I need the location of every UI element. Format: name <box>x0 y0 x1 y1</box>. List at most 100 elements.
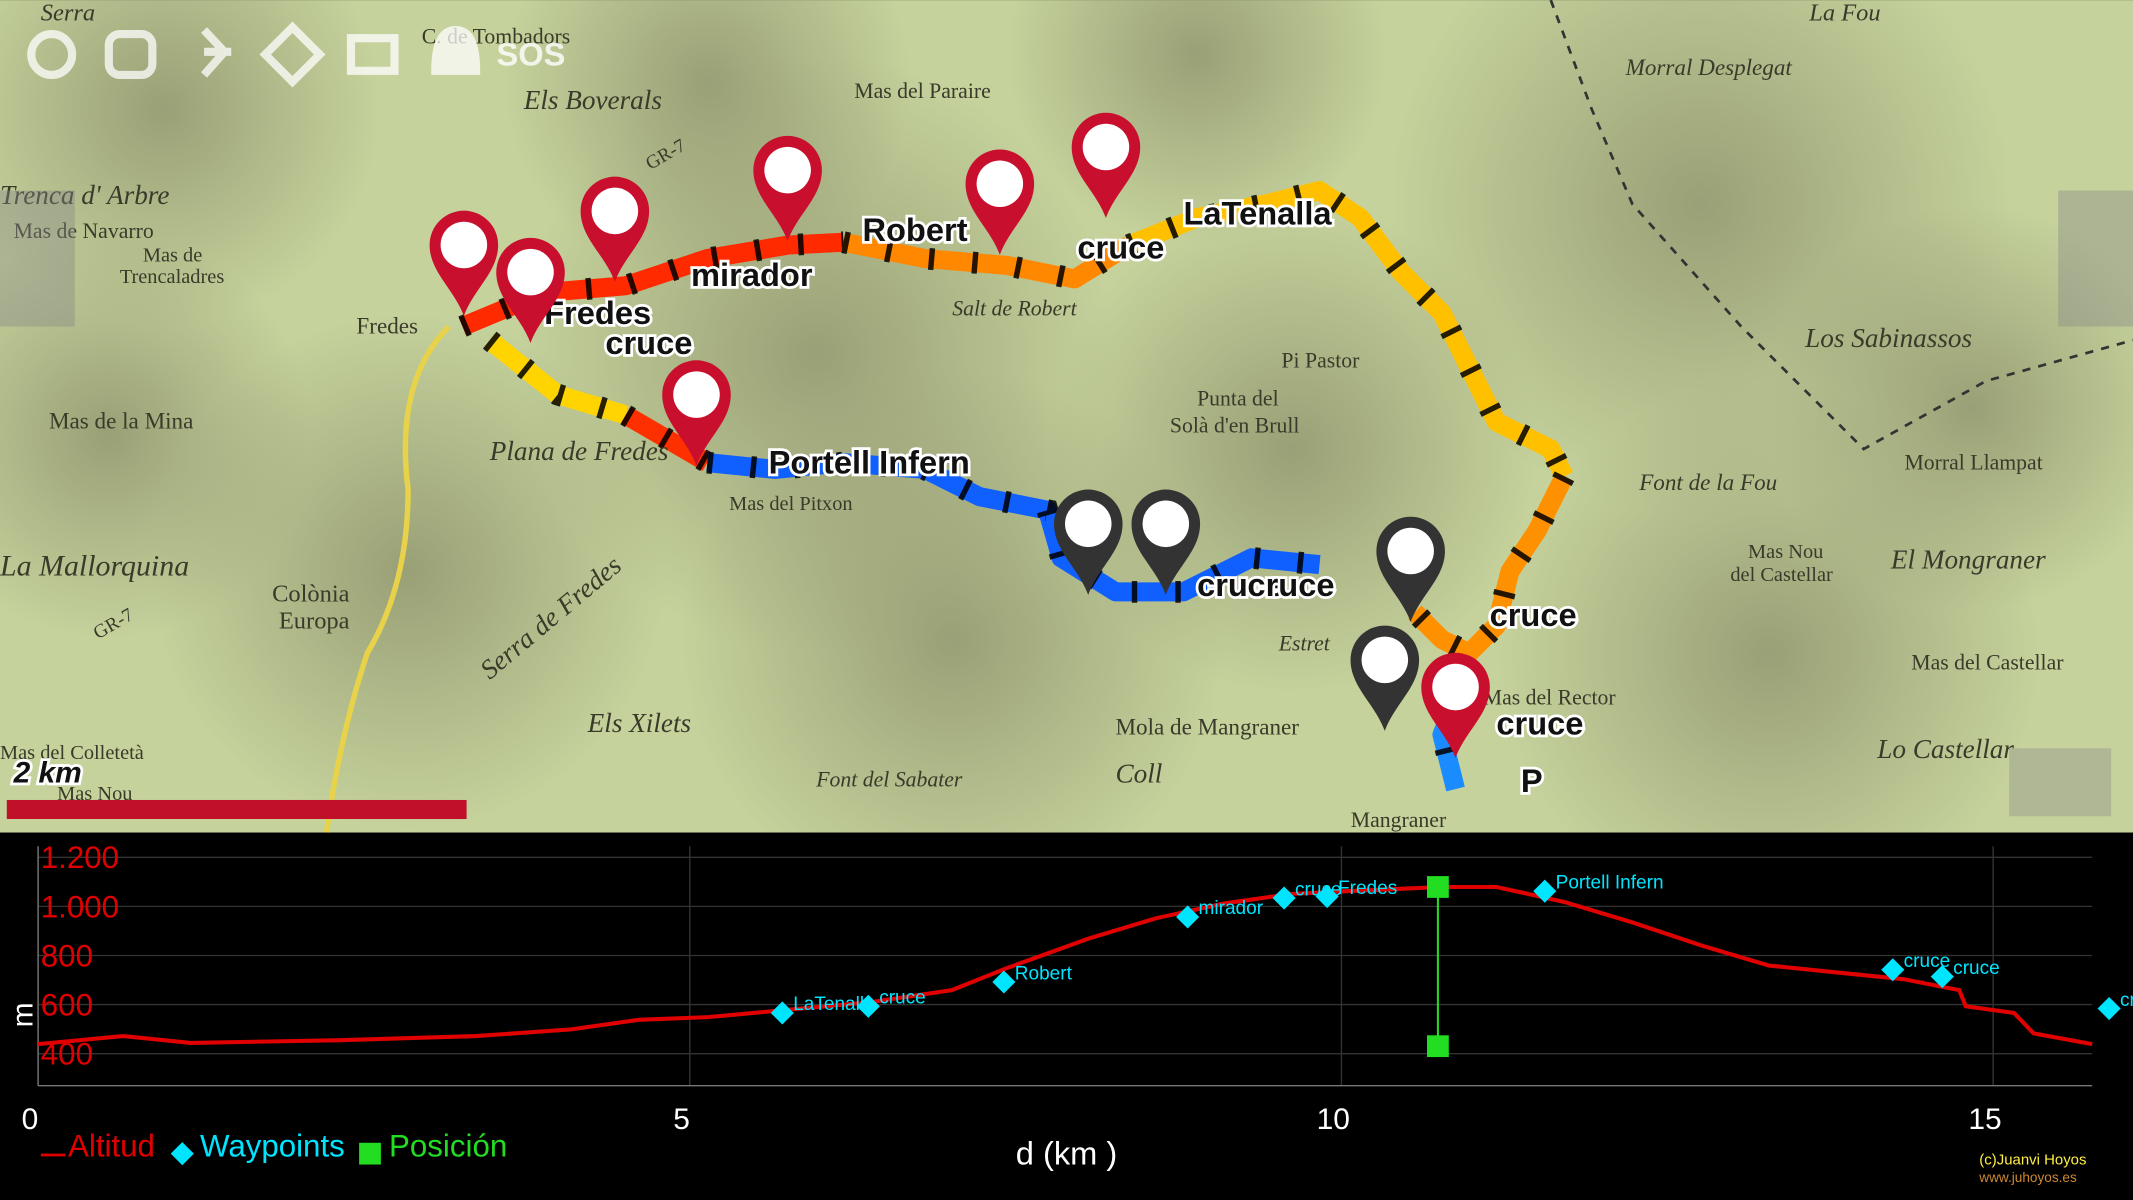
place-label: Mas del Castellar <box>1911 650 2064 674</box>
place-label: Mas del Pitxon <box>729 493 852 515</box>
place-label: Europa <box>279 608 350 635</box>
place-label: Els Xilets <box>587 708 691 738</box>
x-axis-label: d (km ) <box>1016 1135 1118 1172</box>
waypoint-label: Robert <box>1015 963 1073 984</box>
place-label: Font del Sabater <box>815 767 963 791</box>
place-label: Plana de Fredes <box>489 436 669 466</box>
icon-gps[interactable] <box>27 30 77 79</box>
waypoint-marker <box>1533 879 1557 903</box>
track-ticks <box>482 331 629 426</box>
waypoint-marker <box>992 970 1016 994</box>
track-label: cruce <box>1490 596 1577 633</box>
terrain <box>0 231 313 640</box>
side-handle[interactable] <box>0 190 75 327</box>
waypoint-marker <box>1881 958 1905 982</box>
credit-site: www.juhoyos.es <box>1978 1170 2077 1185</box>
place-label: Punta del <box>1197 386 1279 410</box>
track-label: cruce <box>1496 705 1583 742</box>
y-axis-label: m <box>7 1002 40 1027</box>
waypoint-label: mirador <box>1199 898 1264 919</box>
place-label: Mas de la Mina <box>49 409 193 435</box>
elevation-line <box>37 884 2093 1047</box>
position-marker <box>1427 876 1449 898</box>
legend-label: Posición <box>389 1128 507 1163</box>
place-label: La Fou <box>1808 0 1880 26</box>
scale-bar <box>6 799 467 820</box>
x-tick-label: 5 <box>673 1103 690 1136</box>
waypoint-label: Portell Infern <box>1556 872 1664 893</box>
place-label: Mas Nou <box>1748 541 1823 563</box>
place-label: Pi Pastor <box>1281 348 1360 372</box>
icon-stop[interactable] <box>104 30 157 79</box>
track <box>1408 471 1573 663</box>
y-tick-label: 600 <box>41 987 93 1022</box>
legend-swatch <box>359 1142 381 1165</box>
road <box>323 324 451 833</box>
place-label: Mas del Colletetà <box>0 742 144 764</box>
waypoint-marker <box>1272 886 1296 910</box>
place-label: Trenca d' Arbre <box>0 180 169 210</box>
track <box>1125 181 1573 481</box>
place-label: Estret <box>1278 631 1331 655</box>
sos-button[interactable]: SOS <box>497 35 566 72</box>
track <box>841 232 1135 289</box>
track-label: Fredes <box>544 294 651 331</box>
track-label: mirador <box>691 256 813 293</box>
icon-layers[interactable] <box>346 34 399 75</box>
track-label: Portell Infern <box>769 443 970 480</box>
terrain <box>1768 204 2133 613</box>
toolbar <box>27 21 481 88</box>
place-label: Serra <box>41 0 95 26</box>
track-ticks <box>706 451 1321 603</box>
place-label: Font de la Fou <box>1638 470 1777 496</box>
track-label: cruce <box>605 324 692 361</box>
legend-label: Altitud <box>68 1128 155 1163</box>
place-label: del Castellar <box>1730 564 1833 586</box>
place-label: Fredes <box>356 313 418 339</box>
scale-label: 2 km <box>13 756 82 789</box>
place-label: Mola de Mangraner <box>1115 715 1299 741</box>
waypoint-label: cruce <box>2120 990 2133 1011</box>
y-tick-label: 800 <box>41 938 93 973</box>
waypoint-marker <box>770 1001 794 1025</box>
zoom-handle[interactable] <box>2009 748 2112 817</box>
y-tick-label: 1.000 <box>41 889 119 924</box>
icon-alarm[interactable] <box>431 25 481 75</box>
side-handle[interactable] <box>2058 190 2133 327</box>
track-label: LaTenalla <box>1183 195 1332 232</box>
place-label: Solà d'en Brull <box>1170 414 1300 438</box>
place-label: Lo Castellar <box>1876 734 2014 764</box>
place-label: El Mongraner <box>1890 545 2046 575</box>
waypoint-label: cruce <box>879 988 926 1009</box>
track-label: cruce <box>1197 566 1284 603</box>
waypoint-label: Fredes <box>1338 878 1397 899</box>
waypoint-label: LaTenalla <box>793 994 875 1015</box>
place-label: Los Sabinassos <box>1804 323 1972 353</box>
track-label: cruce <box>1077 229 1164 266</box>
waypoint-label: cruce <box>1953 958 2000 979</box>
icon-bluetooth[interactable] <box>200 27 232 78</box>
place-label: Mangraner <box>1351 808 1447 832</box>
place-label: Mas de Navarro <box>14 219 154 243</box>
credit-author: (c)Juanvi Hoyos <box>1979 1152 2086 1169</box>
place-label: Mas de <box>143 244 202 266</box>
waypoint-marker <box>1930 965 1954 989</box>
place-label: Els Boverals <box>523 85 662 115</box>
place-label: La Mallorquina <box>0 550 189 583</box>
place-label: Morral Llampat <box>1904 450 2042 474</box>
place-label: Trencaladres <box>120 266 225 288</box>
legend-label: Waypoints <box>200 1128 345 1163</box>
track-label: cruce <box>1247 566 1334 603</box>
track-label: P <box>1521 762 1543 799</box>
track-label: Robert <box>862 211 967 248</box>
border <box>1549 0 2133 451</box>
place-label: Mas Nou <box>57 783 132 805</box>
position-foot <box>1427 1035 1449 1058</box>
x-tick-label: 0 <box>22 1103 39 1136</box>
place-label: Colònia <box>272 580 350 607</box>
icon-route[interactable] <box>259 21 326 88</box>
x-tick-label: 10 <box>1317 1103 1350 1136</box>
